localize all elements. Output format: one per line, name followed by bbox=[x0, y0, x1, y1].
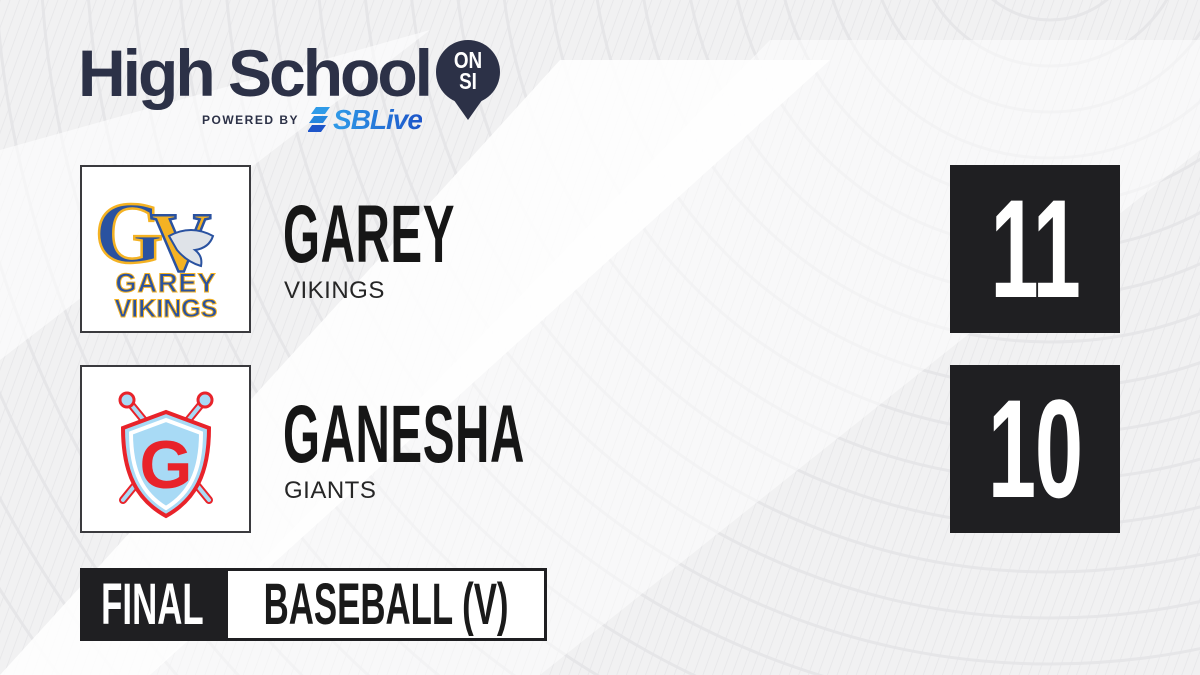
team-score: 10 bbox=[987, 370, 1083, 527]
team-logo-box: G bbox=[80, 365, 251, 533]
sblive-wordmark: SBLive bbox=[333, 104, 423, 135]
team-score: 11 bbox=[990, 170, 1081, 327]
high-school-wordmark: High School bbox=[78, 36, 433, 110]
svg-text:G: G bbox=[94, 185, 162, 282]
on-si-pin-icon: ON SI bbox=[434, 40, 502, 122]
pin-line-on: ON bbox=[453, 47, 483, 73]
powered-by-row: POWERED BY SBLive bbox=[202, 104, 423, 135]
team-name: GAREY bbox=[283, 189, 456, 280]
sblive-logo: SBLive bbox=[308, 104, 423, 135]
pin-line-si: SI bbox=[459, 68, 477, 94]
team-score-box: 11 bbox=[950, 165, 1120, 333]
svg-text:G: G bbox=[139, 427, 192, 503]
sport-badge: BASEBALL (V) bbox=[225, 568, 547, 641]
team-logo-box: G V GAREY VIKINGS bbox=[80, 165, 251, 333]
team-name: GANESHA bbox=[283, 389, 525, 480]
svg-text:VIKINGS: VIKINGS bbox=[114, 295, 217, 323]
status-badge: FINAL bbox=[80, 568, 225, 641]
pin-text: ON SI bbox=[440, 47, 496, 94]
sport-label: BASEBALL (V) bbox=[263, 571, 509, 637]
team-mascot: GIANTS bbox=[284, 477, 377, 504]
ganesha-giants-crest-icon: G bbox=[118, 391, 213, 519]
sblive-bolt-icon bbox=[308, 107, 331, 132]
team-mascot: VIKINGS bbox=[284, 277, 385, 304]
status-label: FINAL bbox=[101, 571, 204, 637]
svg-text:GAREY: GAREY bbox=[115, 268, 216, 298]
garey-vikings-crest-icon: G V GAREY VIKINGS bbox=[93, 184, 217, 324]
team-score-box: 10 bbox=[950, 365, 1120, 533]
powered-by-label: POWERED BY bbox=[202, 113, 300, 127]
